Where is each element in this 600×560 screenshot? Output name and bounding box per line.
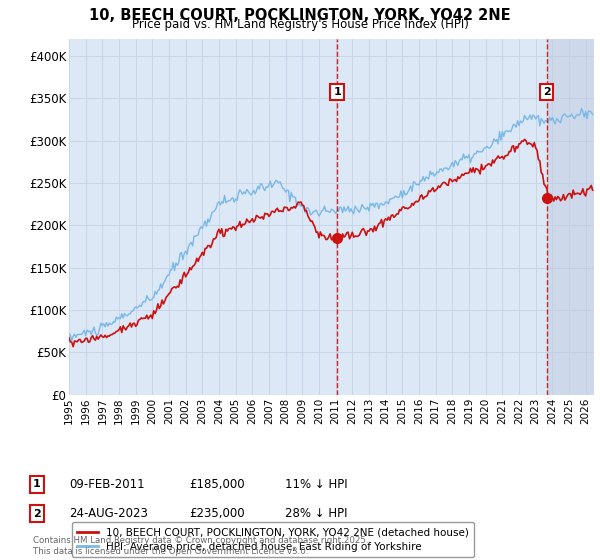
- Text: 24-AUG-2023: 24-AUG-2023: [69, 507, 148, 520]
- Text: Price paid vs. HM Land Registry's House Price Index (HPI): Price paid vs. HM Land Registry's House …: [131, 18, 469, 31]
- Text: £185,000: £185,000: [189, 478, 245, 491]
- Text: £235,000: £235,000: [189, 507, 245, 520]
- Bar: [337, 39, 547, 395]
- Text: 28% ↓ HPI: 28% ↓ HPI: [285, 507, 347, 520]
- Legend: 10, BEECH COURT, POCKLINGTON, YORK, YO42 2NE (detached house), HPI: Average pric: 10, BEECH COURT, POCKLINGTON, YORK, YO42…: [71, 522, 474, 557]
- Text: 2: 2: [542, 87, 550, 97]
- Text: Contains HM Land Registry data © Crown copyright and database right 2025.
This d: Contains HM Land Registry data © Crown c…: [33, 536, 368, 556]
- Text: 11% ↓ HPI: 11% ↓ HPI: [285, 478, 347, 491]
- Bar: [547, 39, 594, 395]
- Text: 09-FEB-2011: 09-FEB-2011: [69, 478, 145, 491]
- Text: 2: 2: [33, 508, 41, 519]
- Text: 1: 1: [33, 479, 41, 489]
- Text: 1: 1: [334, 87, 341, 97]
- Text: 10, BEECH COURT, POCKLINGTON, YORK, YO42 2NE: 10, BEECH COURT, POCKLINGTON, YORK, YO42…: [89, 8, 511, 24]
